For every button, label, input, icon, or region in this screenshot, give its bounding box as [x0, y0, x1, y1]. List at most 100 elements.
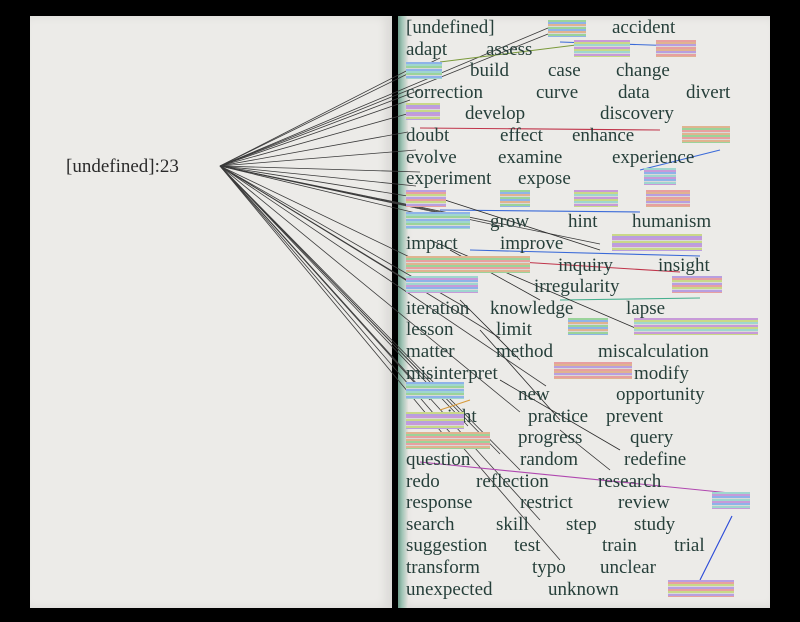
word-prevent: prevent [606, 405, 663, 427]
undefined-entry-bar [406, 212, 470, 229]
link-line [439, 209, 641, 213]
link-line [439, 399, 471, 411]
connector-line [219, 65, 417, 167]
word-correction: correction [406, 81, 484, 103]
link-line [429, 239, 641, 331]
undefined-entry-bar [406, 256, 530, 273]
word-enhance: enhance [572, 125, 635, 146]
undefined-entry-bar [406, 62, 442, 79]
undefined-entry-bar [644, 168, 676, 185]
word-suggestion: suggestion [406, 535, 488, 557]
word-limit: limit [496, 319, 532, 341]
undefined-entry-bar [634, 318, 758, 335]
link-line [459, 299, 521, 361]
word-discovery: discovery [600, 103, 674, 125]
undefined-entry-bar [574, 190, 618, 207]
word-develop: develop [465, 103, 526, 125]
connector-line [219, 111, 415, 167]
word-expose: expose [518, 168, 571, 190]
word-method: method [496, 341, 553, 362]
word-misinterpret: misinterpret [406, 362, 498, 384]
undefined-entry-bar [406, 432, 490, 449]
word-assess: assess [486, 38, 533, 60]
hub-label: [undefined]:23 [66, 156, 179, 177]
word-data: data [618, 81, 650, 103]
connector-line [219, 27, 549, 167]
word-restrict: restrict [520, 492, 573, 514]
link-line [559, 429, 611, 471]
link-line [469, 249, 701, 257]
connector-line [219, 165, 421, 199]
link-line [419, 461, 741, 495]
connector-line [219, 57, 441, 167]
undefined-entry-bar [406, 190, 446, 207]
link-line [439, 41, 601, 63]
word-typo: typo [532, 557, 566, 578]
word-impact: impact [406, 233, 458, 254]
word-miscalculation: miscalculation [598, 341, 709, 362]
word-progress: progress [518, 427, 583, 449]
word-adapt: adapt [406, 38, 448, 60]
link-line [559, 297, 701, 301]
undefined-entry-bar [712, 492, 750, 509]
word-improve: improve [500, 233, 564, 254]
word-research: research [598, 470, 662, 492]
word-experience: experience [612, 146, 695, 168]
undefined-entry-bar [554, 362, 632, 379]
undefined-entry-bar [568, 318, 608, 335]
undefined-entry-bar [406, 103, 440, 120]
word-skill: skill [496, 513, 529, 535]
word-lapse: lapse [626, 297, 666, 319]
connector-line [219, 89, 421, 167]
word-examine: examine [498, 146, 563, 168]
word-redo: redo [406, 470, 440, 492]
word-response: response [406, 492, 473, 514]
connector-line [219, 165, 421, 215]
word-study: study [634, 513, 676, 535]
left-page [30, 16, 392, 608]
word-effect: effect [500, 125, 543, 146]
connector-line [219, 165, 561, 561]
connector-line [219, 165, 417, 187]
connector-line [219, 165, 547, 387]
connector-line [219, 131, 409, 167]
link-line [419, 127, 661, 131]
undefined-entry-bar [672, 276, 722, 293]
word-accident: accident [612, 17, 676, 38]
word-practice: practice [528, 405, 589, 427]
connector-line [219, 165, 501, 339]
word-divert: divert [686, 81, 731, 103]
word-matter: matter [406, 341, 455, 362]
connector-line [219, 165, 521, 413]
word-step: step [566, 513, 597, 535]
undefined-entry-bar [548, 20, 586, 37]
link-line [419, 191, 601, 251]
word-reflection: reflection [476, 470, 549, 492]
word-query: query [630, 427, 674, 449]
word-knowledge: knowledge [490, 297, 574, 319]
connector-line [219, 149, 417, 167]
word-lesson: lesson [406, 319, 454, 341]
connector-line [219, 99, 411, 167]
connector-line [219, 165, 421, 173]
word-evolve: evolve [406, 146, 457, 168]
connector-line [219, 165, 431, 401]
connector-line [219, 165, 421, 263]
link-line [639, 149, 721, 171]
word-case: case [548, 60, 581, 82]
link-line [699, 515, 733, 581]
undefined-entry-bar [612, 234, 702, 251]
word-search: search [406, 513, 455, 535]
word-build: build [470, 60, 510, 82]
link-line [499, 379, 621, 451]
word-random: random [520, 449, 579, 470]
connector-line [219, 165, 521, 471]
word-insight: insight [658, 254, 710, 276]
word-opportunity: opportunity [616, 384, 705, 406]
undefined-entry-bar [574, 40, 630, 57]
word-trial: trial [674, 535, 705, 557]
undefined-entry-bar [656, 40, 696, 57]
word-unclear: unclear [600, 557, 656, 578]
word-modify: modify [634, 362, 689, 384]
